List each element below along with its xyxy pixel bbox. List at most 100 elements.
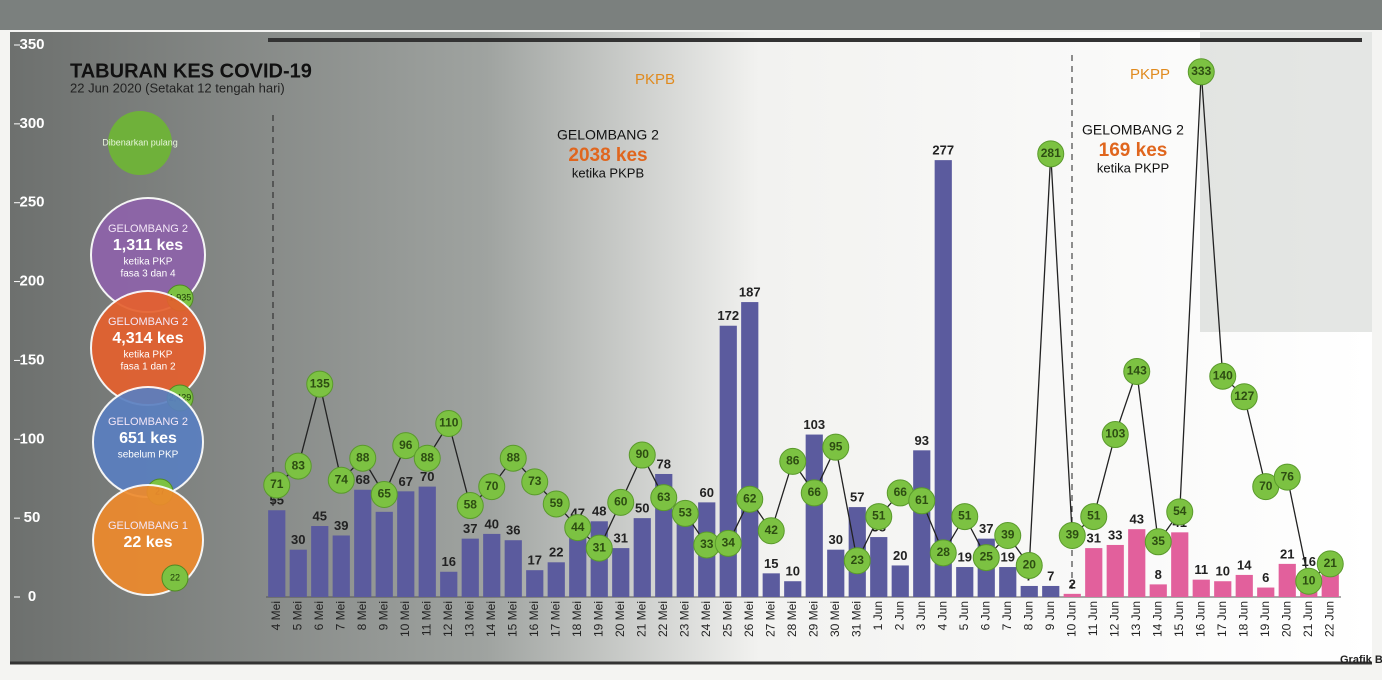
point-label: 63: [657, 490, 671, 504]
bar-label: 60: [700, 485, 714, 500]
point-label: 281: [1041, 146, 1061, 160]
bar-label: 43: [1130, 512, 1144, 527]
wave-note: ketika PKP: [124, 350, 173, 361]
bar-label: 37: [463, 521, 477, 536]
point: [1144, 528, 1172, 556]
point-label: 71: [270, 477, 284, 491]
point-label: 51: [958, 509, 972, 523]
annotation-value: 169 kes: [1099, 140, 1168, 161]
bar-label: 31: [614, 531, 628, 546]
point-label: 31: [593, 540, 607, 554]
point-label: 333: [1191, 64, 1211, 78]
bar-label: 30: [829, 532, 843, 547]
x-tick-label: 12 Mei: [441, 601, 455, 637]
x-tick-label: 16 Jun: [1193, 601, 1207, 637]
point: [1273, 463, 1301, 491]
point-label: 61: [915, 493, 929, 507]
x-tick-label: 4 Mei: [269, 601, 283, 630]
point: [607, 488, 635, 516]
point-label: 95: [829, 439, 843, 453]
point-label: 65: [378, 487, 392, 501]
wave-recovered: 1,935: [169, 292, 192, 302]
bar: [762, 573, 780, 597]
point: [843, 547, 871, 575]
bar-label: 19: [958, 549, 972, 564]
annotation-title: GELOMBANG 2: [557, 127, 659, 143]
point-label: 39: [1001, 528, 1015, 542]
point-label: 60: [614, 495, 628, 509]
bar: [418, 486, 436, 597]
x-tick-label: 2 Jun: [892, 601, 906, 630]
bar: [784, 581, 802, 597]
point: [263, 471, 291, 499]
bar-label: 6: [1262, 570, 1269, 585]
x-tick-label: 13 Mei: [462, 601, 476, 637]
annotation-note: ketika PKPB: [572, 165, 644, 180]
x-tick-label: 13 Jun: [1129, 601, 1143, 637]
point: [1037, 140, 1065, 168]
bar-label: 67: [399, 474, 413, 489]
annotation-note: ketika PKPP: [1097, 160, 1169, 175]
point-label: 88: [356, 450, 370, 464]
bar: [461, 538, 479, 597]
bar: [870, 537, 888, 597]
point: [306, 370, 334, 398]
point-label: 51: [872, 509, 886, 523]
point: [714, 529, 742, 557]
bar: [311, 526, 329, 597]
point: [1316, 550, 1344, 578]
x-tick-label: 9 Jun: [1043, 601, 1057, 630]
x-tick-label: 14 Mei: [484, 601, 498, 637]
x-tick-label: 17 Mei: [548, 601, 562, 637]
point-label: 88: [507, 450, 521, 464]
bar-label: 68: [356, 472, 370, 487]
x-tick-label: 5 Jun: [957, 601, 971, 630]
wave-recovered-marker: [161, 564, 189, 592]
point: [1123, 357, 1151, 385]
point: [994, 521, 1022, 549]
point: [1058, 521, 1086, 549]
bar: [569, 522, 587, 597]
bar: [1020, 585, 1038, 597]
bar-label: 8: [1155, 567, 1162, 582]
bar: [332, 535, 350, 597]
point: [1230, 383, 1258, 411]
bar: [547, 562, 565, 597]
point: [1187, 58, 1215, 86]
x-tick-label: 6 Jun: [978, 601, 992, 630]
top-band: [0, 0, 1382, 30]
wave-title: GELOMBANG 1: [108, 520, 188, 532]
bar: [827, 549, 845, 597]
point-label: 23: [851, 553, 865, 567]
wave-cases: 1,311 kes: [113, 237, 183, 254]
x-tick-label: 22 Jun: [1322, 601, 1336, 637]
x-tick-label: 12 Jun: [1107, 601, 1121, 637]
bar-label: 70: [420, 469, 434, 484]
bar: [1278, 563, 1296, 597]
point: [1166, 498, 1194, 526]
point-label: 70: [1259, 479, 1273, 493]
bar: [397, 491, 415, 597]
bar-label: 10: [1216, 564, 1230, 579]
phase-label: PKPB: [635, 71, 675, 88]
point-label: 33: [700, 537, 714, 551]
bar-label: 20: [893, 548, 907, 563]
wave-note: ketika PKP: [124, 257, 173, 268]
y-tick-label: 200: [19, 273, 44, 290]
x-tick-label: 27 Mei: [763, 601, 777, 637]
x-tick-label: 11 Mei: [419, 601, 433, 636]
point-label: 59: [550, 496, 564, 510]
bar-label: 277: [932, 143, 954, 158]
bar-label: 93: [915, 433, 929, 448]
point-label: 54: [1173, 504, 1187, 518]
bar-label: 48: [592, 504, 606, 519]
bar-label: 11: [1194, 562, 1208, 577]
wave-note: fasa 3 dan 4: [120, 269, 175, 280]
background-shade: [1200, 32, 1372, 332]
bar: [741, 302, 759, 597]
annotation-value: 2038 kes: [568, 145, 647, 166]
point: [585, 534, 613, 562]
point-label: 86: [786, 454, 800, 468]
point-label: 58: [464, 498, 478, 512]
x-tick-label: 18 Jun: [1236, 601, 1250, 637]
